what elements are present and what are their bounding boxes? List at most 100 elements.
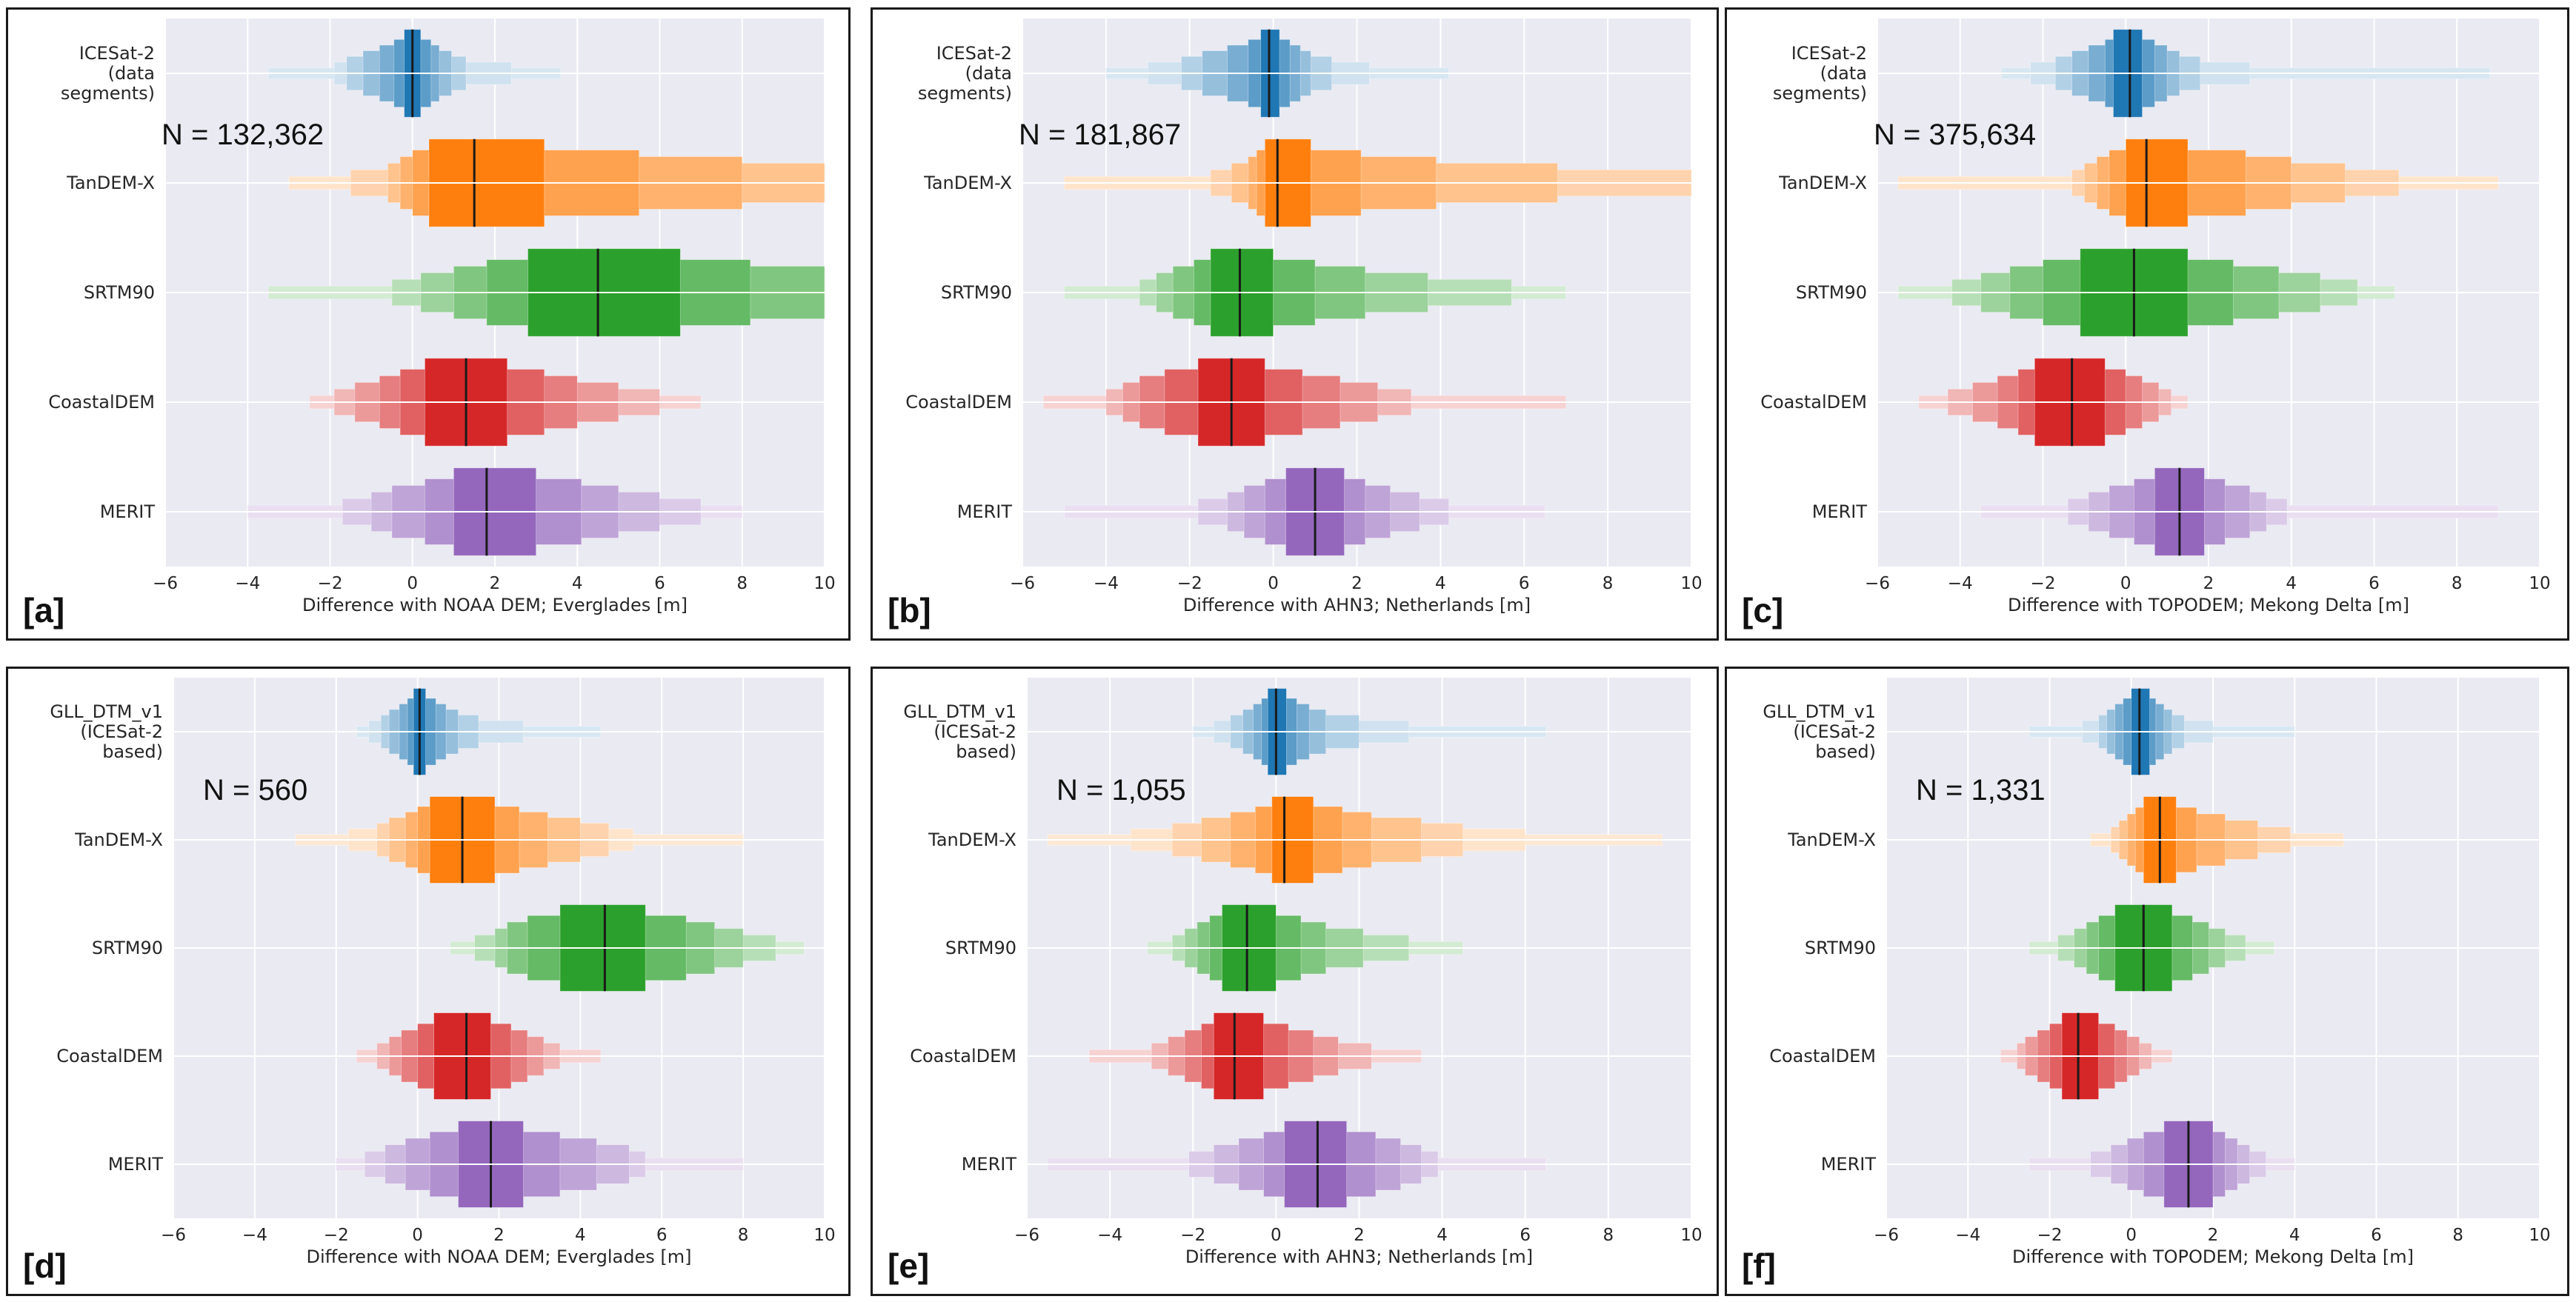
sample-size-label: N = 1,055 [1056, 774, 1186, 807]
category-label: MERIT [108, 1154, 164, 1175]
panel-c: −6 −4 −2 0 2 4 6 8 10 ICESat-2 (data segments) TanDE… [1725, 7, 2569, 641]
category-label: GLL_DTM_v1 (ICESat-2 based) [1763, 701, 1876, 762]
x-tick-label: −2 [1180, 1226, 1205, 1245]
x-tick-label: 0 [1271, 1226, 1282, 1245]
panel-f: −6 −4 −2 0 2 4 6 8 10 GLL_DTM_v1 (ICESat-2 based) Ta… [1725, 667, 2569, 1296]
panel-label: [d] [23, 1246, 67, 1285]
x-tick-label: 0 [1268, 574, 1279, 593]
x-tick-label: 6 [2371, 1226, 2382, 1245]
x-tick-label: 10 [1680, 574, 1702, 593]
x-tick-label: −4 [242, 1226, 267, 1245]
x-tick-label: 6 [2369, 574, 2380, 593]
x-tick-label: −4 [1948, 574, 1973, 593]
boxen-chart-b: −6 −4 −2 0 2 4 6 8 10 ICESat-2 (data segments) TanDE… [888, 19, 1703, 630]
x-tick-label: 8 [1603, 1226, 1614, 1245]
category-label: TanDEM-X [1778, 173, 1867, 193]
x-tick-label: 8 [736, 574, 748, 593]
x-tick-label: 10 [813, 574, 835, 593]
panel-label: [c] [1742, 591, 1783, 630]
x-tick-label: 4 [2286, 574, 2297, 593]
category-label: SRTM90 [1796, 282, 1867, 303]
category-label: MERIT [1821, 1154, 1877, 1175]
category-label: TanDEM-X [66, 173, 155, 193]
x-tick-label: 6 [656, 1226, 668, 1245]
x-tick-label: 2 [493, 1226, 505, 1245]
x-tick-label: 4 [1435, 574, 1446, 593]
x-tick-label: 4 [2289, 1226, 2300, 1245]
panel-label: [e] [888, 1246, 929, 1285]
x-tick-label: −4 [1094, 574, 1119, 593]
x-tick-label: 0 [2120, 574, 2131, 593]
x-tick-label: −2 [2037, 1226, 2063, 1245]
category-label: SRTM90 [945, 938, 1016, 958]
x-tick-label: −4 [1955, 1226, 1980, 1245]
x-tick-label: −2 [1177, 574, 1202, 593]
category-label: GLL_DTM_v1 (ICESat-2 based) [903, 701, 1016, 762]
category-label: CoastalDEM [1760, 392, 1867, 413]
category-label: CoastalDEM [48, 392, 155, 413]
x-tick-label: 0 [407, 574, 418, 593]
x-tick-label: 6 [1520, 1226, 1531, 1245]
x-tick-label: 10 [2529, 1226, 2550, 1245]
sample-size-label: N = 132,362 [162, 118, 324, 151]
x-tick-label: −6 [1874, 1226, 1899, 1245]
category-label: MERIT [962, 1154, 1017, 1175]
x-tick-label: −2 [324, 1226, 349, 1245]
x-tick-label: 2 [1354, 1226, 1365, 1245]
category-label: ICESat-2 (data segments) [1773, 43, 1867, 104]
boxen-chart-a: −6 −4 −2 0 2 4 6 8 10 ICESat-2 (data segments) TanDE… [23, 19, 836, 630]
panel-b: −6 −4 −2 0 2 4 6 8 10 ICESat-2 (data segments) TanDE… [871, 7, 1719, 641]
x-tick-label: 10 [813, 1226, 835, 1245]
x-tick-label: −4 [1097, 1226, 1122, 1245]
category-label: ICESat-2 (data segments) [61, 43, 155, 104]
x-tick-label: −2 [318, 574, 343, 593]
boxen-chart-d: −6 −4 −2 0 2 4 6 8 10 GLL_DTM_v1 (ICESat-2 based) Ta… [23, 678, 836, 1285]
x-tick-label: 2 [2203, 574, 2214, 593]
x-axis-label: Difference with NOAA DEM; Everglades [m] [302, 595, 688, 615]
sample-size-label: N = 560 [203, 774, 307, 807]
x-tick-label: 0 [2126, 1226, 2137, 1245]
category-label: TanDEM-X [74, 829, 163, 850]
x-tick-label: 6 [654, 574, 665, 593]
boxen-chart-f: −6 −4 −2 0 2 4 6 8 10 GLL_DTM_v1 (ICESat-2 based) Ta… [1742, 678, 2551, 1285]
x-axis-label: Difference with AHN3; Netherlands [m] [1183, 595, 1531, 615]
category-label: SRTM90 [1805, 938, 1876, 958]
category-label: SRTM90 [941, 282, 1012, 303]
category-label: MERIT [957, 501, 1013, 522]
category-label: CoastalDEM [56, 1046, 163, 1066]
boxen-chart-e: −6 −4 −2 0 2 4 6 8 10 GLL_DTM_v1 (ICESat-2 based) Ta… [888, 678, 1703, 1285]
category-label: TanDEM-X [923, 173, 1012, 193]
x-tick-label: −6 [1014, 1226, 1039, 1245]
x-tick-label: 2 [2208, 1226, 2219, 1245]
x-tick-label: 10 [1680, 1226, 1702, 1245]
x-axis-label: Difference with TOPODEM; Mekong Delta [m… [2012, 1246, 2414, 1267]
x-tick-label: 8 [738, 1226, 749, 1245]
panel-e: −6 −4 −2 0 2 4 6 8 10 GLL_DTM_v1 (ICESat-2 based) Ta… [871, 667, 1719, 1296]
category-label: CoastalDEM [1769, 1046, 1876, 1066]
sample-size-label: N = 181,867 [1019, 118, 1181, 151]
x-tick-label: 4 [1437, 1226, 1448, 1245]
x-tick-label: 2 [490, 574, 501, 593]
x-tick-label: 0 [412, 1226, 423, 1245]
x-tick-label: −6 [1010, 574, 1035, 593]
category-label: CoastalDEM [910, 1046, 1016, 1066]
x-axis-label: Difference with AHN3; Netherlands [m] [1185, 1246, 1533, 1267]
category-label: SRTM90 [92, 938, 163, 958]
x-tick-label: 8 [1602, 574, 1614, 593]
panel-label: [a] [23, 591, 64, 630]
category-label: GLL_DTM_v1 (ICESat-2 based) [50, 701, 163, 762]
category-label: TanDEM-X [1787, 829, 1876, 850]
panel-label: [f] [1742, 1246, 1776, 1285]
x-axis-label: Difference with NOAA DEM; Everglades [m] [307, 1246, 692, 1267]
sample-size-label: N = 1,331 [1916, 774, 2046, 807]
x-tick-label: −6 [153, 574, 178, 593]
panel-label: [b] [888, 591, 931, 630]
x-tick-label: 4 [572, 574, 583, 593]
x-tick-label: 10 [2529, 574, 2550, 593]
x-tick-label: −6 [1865, 574, 1890, 593]
panel-a: −6 −4 −2 0 2 4 6 8 10 ICESat-2 (data segments) TanDE… [6, 7, 851, 641]
sample-size-label: N = 375,634 [1874, 118, 2036, 151]
category-label: SRTM90 [84, 282, 155, 303]
x-tick-label: −6 [161, 1226, 186, 1245]
category-label: MERIT [100, 501, 156, 522]
